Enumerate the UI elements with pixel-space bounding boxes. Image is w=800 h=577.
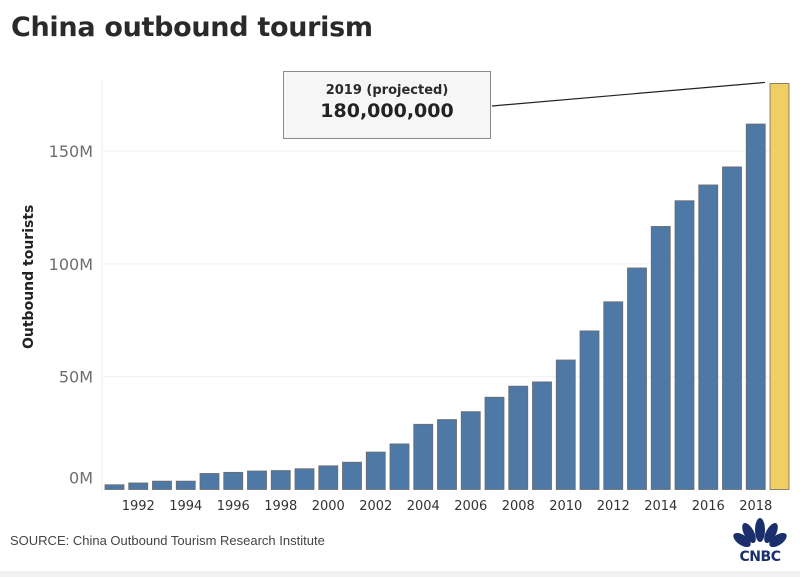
y-axis-ticks: 0M 50M 100M 150M xyxy=(49,142,93,487)
x-tick-label: 2012 xyxy=(597,499,630,514)
annotation-box: 2019 (projected) 180,000,000 xyxy=(283,71,491,139)
bar-2000 xyxy=(318,465,339,490)
bar-2008 xyxy=(508,385,529,490)
bar-2007 xyxy=(484,396,505,490)
chart-title: China outbound tourism xyxy=(11,12,373,43)
bar-2002 xyxy=(365,451,386,490)
y-tick-label: 100M xyxy=(49,255,93,274)
x-tick-label: 2014 xyxy=(644,499,677,514)
y-tick-label: 0M xyxy=(69,469,93,488)
bar-1993 xyxy=(152,480,172,490)
bar-2012 xyxy=(603,301,624,490)
x-tick-label: 2018 xyxy=(739,499,772,514)
bar-2018 xyxy=(745,123,766,490)
bar-1991 xyxy=(104,484,125,490)
bar-2006 xyxy=(460,411,481,490)
annotation-label: 2019 (projected) xyxy=(325,83,449,98)
cnbc-logo: CNBC xyxy=(728,518,792,566)
x-tick-label: 2000 xyxy=(312,499,345,514)
bar-highlight-2019 xyxy=(769,83,790,490)
bar-1998 xyxy=(270,470,291,490)
bar-2003 xyxy=(389,443,410,490)
bars xyxy=(104,83,790,490)
x-tick-label: 1994 xyxy=(169,499,202,514)
y-axis-label: Outbound tourists xyxy=(21,205,37,349)
annotation-value: 180,000,000 xyxy=(320,100,454,122)
bar-2013 xyxy=(627,267,647,490)
x-tick-label: 2004 xyxy=(407,499,440,514)
logo-text: CNBC xyxy=(739,549,781,565)
x-tick-label: 1992 xyxy=(122,499,155,514)
x-axis-ticks: 1992 1994 1996 1998 2000 2002 2004 2006 2008 2010… xyxy=(122,499,773,514)
bar-2015 xyxy=(674,200,695,490)
footer-strip xyxy=(0,571,800,577)
bar-2017 xyxy=(722,166,742,490)
y-tick-label: 50M xyxy=(59,368,93,387)
x-tick-label: 2010 xyxy=(549,499,582,514)
bar-1997 xyxy=(247,470,267,490)
bar-2016 xyxy=(698,184,719,490)
bar-2004 xyxy=(413,423,434,490)
bar-2009 xyxy=(532,381,552,490)
bar-2001 xyxy=(342,461,362,490)
x-tick-label: 2002 xyxy=(359,499,392,514)
peacock-icon xyxy=(733,518,787,548)
bar-2010 xyxy=(555,359,576,490)
bar-2014 xyxy=(650,226,671,490)
bar-1996 xyxy=(223,471,244,490)
bar-2011 xyxy=(579,330,600,490)
bar-1994 xyxy=(175,480,196,490)
bar-1992 xyxy=(128,482,149,490)
x-tick-label: 2006 xyxy=(454,499,487,514)
x-tick-label: 2016 xyxy=(692,499,725,514)
x-tick-label: 2008 xyxy=(502,499,535,514)
bar-1995 xyxy=(199,473,220,490)
x-tick-label: 1998 xyxy=(264,499,297,514)
source-note: SOURCE: China Outbound Tourism Research … xyxy=(10,533,325,548)
y-tick-label: 150M xyxy=(49,142,93,161)
x-tick-label: 1996 xyxy=(217,499,250,514)
annotation-connector xyxy=(491,81,766,107)
bar-1999 xyxy=(294,468,315,490)
bar-2005 xyxy=(437,419,457,490)
